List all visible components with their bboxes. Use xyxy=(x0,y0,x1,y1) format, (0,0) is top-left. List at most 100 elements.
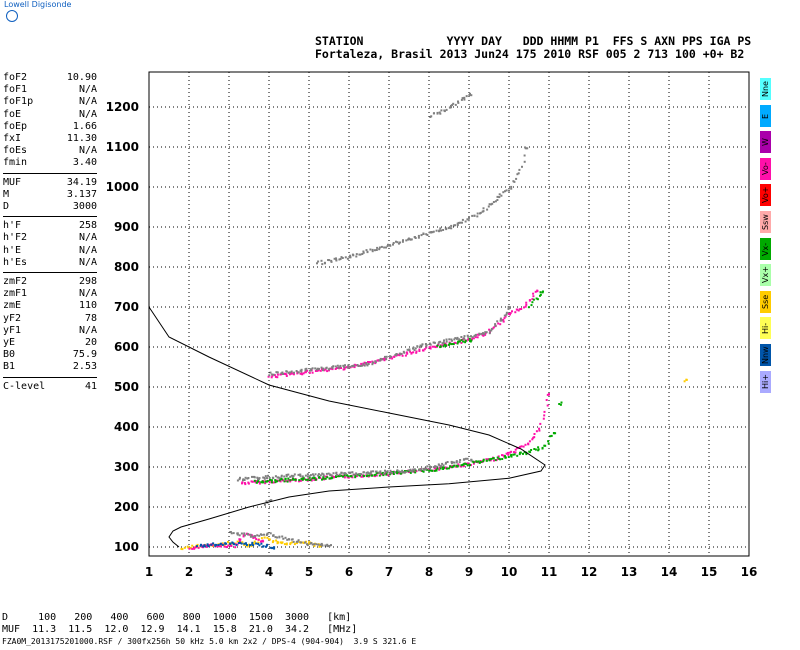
echo-point xyxy=(268,477,271,479)
echo-point xyxy=(378,359,381,362)
echo-point xyxy=(197,546,200,549)
echo-point xyxy=(413,468,416,471)
x-tick-label: 14 xyxy=(661,565,678,579)
echo-point xyxy=(378,474,381,477)
echo-point xyxy=(282,373,284,375)
echo-point xyxy=(314,367,317,370)
echo-point xyxy=(351,471,354,474)
header-values: Fortaleza, Brasil 2013 Jun24 175 2010 RS… xyxy=(315,47,745,61)
echo-point xyxy=(241,482,243,485)
echo-point xyxy=(252,544,255,547)
echo-point xyxy=(310,369,313,372)
echo-point xyxy=(445,338,448,341)
echo-point xyxy=(278,536,281,539)
echo-point xyxy=(322,474,325,477)
echo-point xyxy=(193,547,196,550)
echo-point xyxy=(524,305,527,308)
echo-point xyxy=(396,472,399,475)
echo-point xyxy=(379,357,382,360)
echo-point xyxy=(331,366,334,369)
echo-point xyxy=(375,249,378,251)
echo-point xyxy=(425,468,428,471)
echo-point xyxy=(323,261,326,264)
echo-point xyxy=(319,543,322,546)
echo-point xyxy=(242,479,244,482)
echo-point xyxy=(433,469,436,472)
y-tick-label: 400 xyxy=(114,420,139,434)
echo-point xyxy=(461,97,464,100)
echo-point xyxy=(257,541,260,544)
echo-point xyxy=(335,257,337,260)
echo-point xyxy=(524,443,527,446)
echo-point xyxy=(293,473,296,476)
echo-point xyxy=(230,545,233,547)
echo-point xyxy=(304,541,307,544)
echo-point xyxy=(233,543,235,546)
echo-point xyxy=(422,468,425,471)
echo-point xyxy=(374,470,377,473)
echo-point xyxy=(240,532,243,535)
echo-point xyxy=(264,475,267,478)
echo-point xyxy=(232,532,235,535)
echo-point xyxy=(334,368,337,370)
echo-point xyxy=(288,373,291,376)
echo-point xyxy=(559,403,562,406)
echo-point xyxy=(322,369,324,372)
echo-point xyxy=(505,311,508,314)
echo-point xyxy=(479,461,482,463)
echo-point xyxy=(386,470,389,473)
echo-point xyxy=(302,477,305,480)
echo-point xyxy=(230,532,233,535)
echo-point xyxy=(514,448,517,451)
param-value: 3.40 xyxy=(72,157,97,169)
echo-point xyxy=(453,464,456,467)
echo-point xyxy=(398,472,401,475)
echo-point xyxy=(479,211,482,214)
echo-point xyxy=(463,335,466,338)
echo-point xyxy=(367,472,370,475)
echo-point xyxy=(482,332,484,335)
echo-point xyxy=(342,475,344,478)
echo-point xyxy=(448,338,451,341)
echo-point xyxy=(520,308,523,310)
echo-point xyxy=(335,476,337,478)
echo-point xyxy=(281,535,284,538)
echo-point xyxy=(436,344,439,347)
echo-point xyxy=(554,432,557,435)
x-tick-label: 4 xyxy=(265,565,273,579)
echo-point xyxy=(512,453,515,456)
echo-point xyxy=(423,348,426,351)
echo-point xyxy=(344,256,347,259)
file-info: FZA0M_2013175201000.RSF / 300fx256h 50 k… xyxy=(2,637,417,646)
echo-point xyxy=(322,477,325,480)
echo-point xyxy=(410,470,413,472)
echo-point xyxy=(550,434,553,437)
echo-point xyxy=(303,478,306,481)
echo-point xyxy=(258,477,261,480)
echo-point xyxy=(335,471,338,474)
echo-point xyxy=(306,544,309,547)
echo-point xyxy=(284,478,287,481)
echo-point xyxy=(500,319,503,322)
param-value: N/A xyxy=(78,288,97,300)
echo-point xyxy=(518,308,521,311)
echo-point xyxy=(360,362,363,365)
echo-point xyxy=(523,451,526,454)
logo-text: Lowell Digisonde xyxy=(4,0,72,9)
echo-point xyxy=(477,460,480,463)
echo-point xyxy=(306,473,309,476)
param-row: C-level 41 xyxy=(3,381,97,393)
echo-point xyxy=(325,366,328,369)
echo-point xyxy=(395,471,397,474)
echo-point xyxy=(326,545,329,548)
echo-point xyxy=(313,479,316,481)
echo-point xyxy=(371,248,374,251)
echo-point xyxy=(435,469,438,471)
echo-point xyxy=(525,303,528,306)
echo-point xyxy=(420,468,422,471)
echo-point xyxy=(474,333,477,336)
echo-point xyxy=(376,246,379,249)
echo-point xyxy=(366,250,369,253)
echo-point xyxy=(438,229,441,232)
param-value: 78 xyxy=(84,312,97,324)
